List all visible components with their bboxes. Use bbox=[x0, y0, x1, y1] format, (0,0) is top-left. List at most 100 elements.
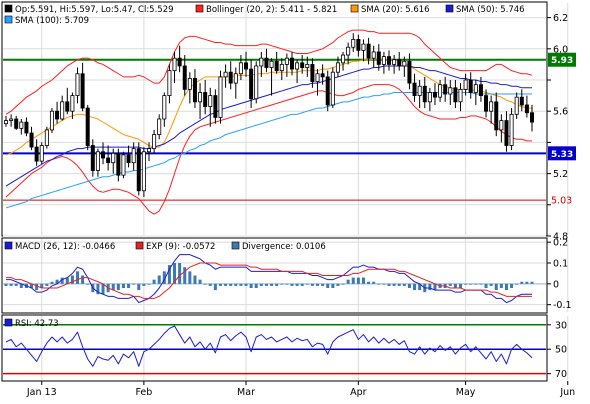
macd-panel-frame bbox=[1, 237, 548, 314]
square-icon bbox=[231, 241, 240, 250]
candle-body bbox=[136, 148, 141, 192]
divergence-bar bbox=[367, 281, 371, 284]
level-badge: 5.33 bbox=[548, 146, 576, 161]
candle bbox=[392, 55, 397, 74]
macd-y-tick-label: -0.1 bbox=[553, 300, 572, 311]
candle bbox=[49, 108, 54, 134]
candle bbox=[4, 115, 9, 127]
candle bbox=[295, 59, 300, 84]
divergence-bar bbox=[45, 283, 49, 286]
divergence-bar bbox=[254, 283, 258, 288]
divergence-bar bbox=[275, 283, 279, 286]
candle bbox=[254, 61, 259, 104]
candle-body bbox=[141, 151, 146, 192]
candle-body bbox=[249, 68, 254, 100]
candle-body bbox=[289, 57, 294, 70]
candle-body bbox=[453, 87, 458, 103]
candle-body bbox=[427, 92, 432, 103]
candle-body bbox=[85, 107, 90, 146]
candle bbox=[162, 92, 167, 127]
legend-label: MACD (26, 12): -0.0466 bbox=[15, 242, 115, 252]
candle bbox=[126, 145, 131, 168]
candle bbox=[407, 53, 412, 90]
candle bbox=[310, 58, 315, 88]
divergence-bar bbox=[464, 283, 468, 285]
candle bbox=[499, 114, 504, 143]
rsi-line bbox=[5, 325, 533, 367]
divergence-bar bbox=[75, 271, 79, 284]
macd-panel: -0.1 0 0.1 0.2 MACD (26, 12): -0.0466 EXP (9… bbox=[1, 237, 572, 314]
candle-body bbox=[279, 64, 284, 72]
divergence-bar bbox=[336, 283, 340, 286]
candle bbox=[249, 59, 254, 109]
candle bbox=[101, 142, 106, 165]
candle bbox=[182, 55, 187, 96]
x-axis-label: May bbox=[456, 387, 476, 398]
candle bbox=[60, 95, 65, 121]
macd-y-axis: -0.1 0 0.1 0.2 bbox=[547, 238, 572, 311]
candle bbox=[463, 73, 468, 96]
candle-body bbox=[361, 43, 366, 51]
candle-body bbox=[504, 120, 509, 146]
candle-body bbox=[146, 148, 151, 153]
divergence-bar bbox=[525, 281, 529, 284]
candle-body bbox=[131, 148, 136, 164]
candle bbox=[320, 64, 325, 85]
candle-body bbox=[458, 88, 463, 103]
divergence-bar bbox=[372, 281, 376, 284]
candle bbox=[264, 48, 269, 73]
candle-body bbox=[320, 73, 325, 78]
candle-body bbox=[90, 145, 95, 171]
divergence-bar bbox=[479, 283, 483, 285]
candle-body bbox=[443, 84, 448, 95]
divergence-bar bbox=[152, 279, 156, 284]
candle-body bbox=[203, 92, 208, 107]
divergence-bar bbox=[290, 283, 294, 286]
candle bbox=[422, 76, 427, 109]
candle-body bbox=[95, 151, 100, 171]
candle-body bbox=[106, 157, 111, 164]
candle-body bbox=[172, 57, 177, 72]
level-badge-text: 5.93 bbox=[551, 56, 573, 66]
divergence-bar bbox=[81, 275, 85, 284]
divergence-bar bbox=[137, 283, 141, 291]
candle-body bbox=[402, 60, 407, 67]
candle bbox=[146, 142, 151, 162]
divergence-bar bbox=[530, 281, 534, 284]
divergence-bar bbox=[270, 283, 274, 286]
divergence-bar bbox=[142, 283, 146, 286]
candle bbox=[238, 55, 243, 80]
divergence-bar bbox=[239, 283, 243, 286]
candle-body bbox=[19, 121, 24, 129]
candle bbox=[300, 55, 305, 74]
rsi-line-group bbox=[5, 325, 533, 367]
candle-body bbox=[300, 62, 305, 68]
candle bbox=[325, 70, 330, 112]
divergence-bar bbox=[377, 283, 381, 285]
divergence-bar bbox=[116, 283, 120, 291]
candle-body bbox=[514, 96, 519, 115]
candle bbox=[9, 114, 14, 127]
candle-body bbox=[157, 118, 162, 135]
price-y-tick-label: 5.6 bbox=[553, 107, 568, 118]
candle bbox=[432, 83, 437, 105]
macd-lines bbox=[6, 254, 532, 304]
divergence-bar bbox=[86, 283, 90, 285]
divergence-bar bbox=[259, 283, 263, 286]
divergence-bar bbox=[40, 283, 44, 288]
candle bbox=[279, 58, 284, 80]
candle-body bbox=[387, 56, 392, 65]
price-y-axis: 4.8 5.2 5.6 6.0 6.2 bbox=[547, 13, 568, 243]
candle-body bbox=[310, 64, 315, 82]
candle bbox=[524, 95, 529, 118]
level-badge-background bbox=[548, 146, 576, 161]
candle bbox=[172, 51, 177, 84]
candle bbox=[530, 104, 535, 132]
divergence-bar bbox=[264, 283, 268, 286]
candle bbox=[341, 51, 346, 71]
candle-body bbox=[346, 46, 351, 56]
candle bbox=[90, 139, 95, 177]
divergence-bar bbox=[244, 283, 248, 286]
price-y-tick-label: 6.2 bbox=[553, 13, 568, 24]
